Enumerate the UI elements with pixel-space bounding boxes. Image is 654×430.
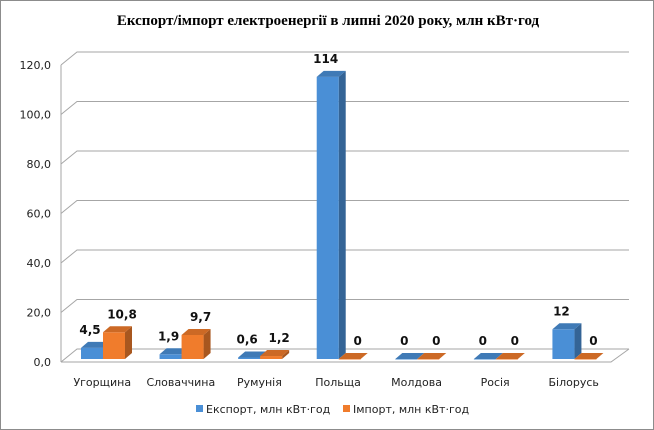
legend-swatch: [196, 405, 203, 412]
y-tick-label: 120,0: [20, 59, 52, 72]
x-category-label: Польща: [315, 376, 361, 389]
x-category-label: Словаччина: [146, 376, 215, 389]
gridline: [60, 101, 629, 115]
bar-top: [181, 328, 211, 335]
bar-import: [574, 359, 597, 360]
floor-edge: [61, 348, 630, 363]
y-tick-label: 80,0: [27, 158, 52, 171]
bar-side: [125, 326, 132, 359]
y-tick-label: 60,0: [27, 208, 52, 221]
bar-top: [395, 353, 425, 359]
x-category-label: Молдова: [391, 376, 442, 389]
chart-title: Експорт/імпорт електроенергії в липні 20…: [116, 13, 540, 29]
y-tick-label: 40,0: [27, 257, 52, 270]
data-label: 0: [432, 334, 440, 348]
bar-top: [81, 341, 110, 348]
y-tick-label: 20,0: [27, 307, 52, 320]
bar-top: [473, 353, 503, 359]
x-category-label: Румунія: [237, 376, 282, 389]
bar-export: [238, 357, 261, 359]
bar-export: [395, 359, 418, 360]
bar-top: [495, 353, 525, 359]
data-label: 12: [553, 304, 570, 318]
bar-side: [282, 350, 290, 359]
data-label: 0: [511, 334, 519, 348]
data-label: 0: [589, 334, 597, 348]
x-category-label: Білорусь: [549, 376, 599, 389]
data-label: 9,7: [190, 310, 211, 324]
bar-import: [495, 359, 518, 360]
bar-top: [238, 351, 268, 358]
gridline: [60, 299, 629, 313]
bar-side: [338, 70, 346, 359]
bar-import: [181, 334, 204, 359]
bar-top: [316, 70, 346, 77]
bar-top: [552, 323, 582, 330]
bar-export: [473, 359, 496, 360]
bar-export: [159, 354, 182, 359]
x-category-label: Росія: [481, 376, 510, 389]
data-label: 1,2: [269, 331, 290, 345]
legend-swatch: [343, 405, 350, 412]
data-label: 0: [400, 334, 408, 348]
bar-top: [260, 350, 290, 357]
bar-top: [103, 326, 132, 333]
gridline: [60, 51, 629, 66]
bar-export: [81, 347, 103, 359]
legend-label: Експорт, млн кВт·год: [206, 403, 331, 416]
data-label: 0: [479, 334, 487, 348]
data-label: 0,6: [237, 333, 258, 347]
bar-top: [338, 353, 368, 359]
bar-import: [417, 359, 440, 360]
bar-export: [552, 329, 575, 359]
data-label: 0: [354, 334, 362, 348]
data-label: 1,9: [158, 329, 179, 343]
y-tick-label: 0,0: [34, 356, 52, 369]
y-tick-label: 100,0: [20, 109, 52, 122]
legend-label: Імпорт, млн кВт·год: [353, 403, 469, 416]
bar-import: [338, 359, 361, 360]
gridline: [60, 249, 629, 264]
bar-side: [203, 328, 211, 359]
bar-side: [574, 323, 582, 359]
bar-export: [316, 76, 339, 359]
data-label: 10,8: [107, 307, 137, 321]
gridline: [60, 348, 629, 363]
gridline: [60, 150, 629, 165]
data-label: 114: [313, 52, 338, 66]
bar-top: [574, 353, 604, 359]
x-category-label: Угорщина: [73, 376, 131, 389]
bar-top: [159, 348, 189, 355]
data-label: 4,5: [79, 323, 100, 337]
bar-import: [260, 356, 283, 359]
gridline: [60, 200, 629, 214]
bar-import: [103, 332, 125, 359]
bar-top: [417, 353, 447, 359]
